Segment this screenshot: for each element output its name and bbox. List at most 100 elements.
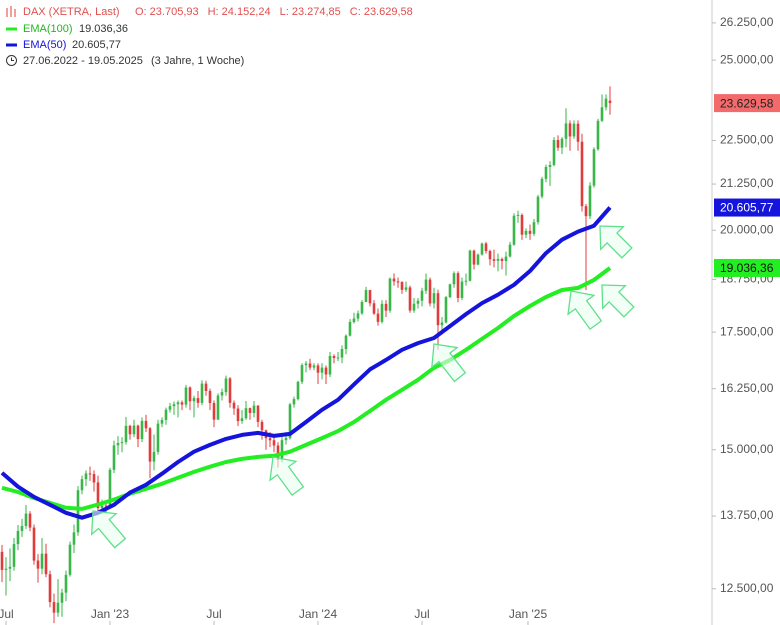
- y-tick-label: 15.000,00: [720, 442, 774, 456]
- candle-body: [48, 574, 52, 603]
- candle-body: [56, 602, 60, 613]
- x-tick-label: Jul: [0, 607, 14, 621]
- arrow: [567, 290, 603, 331]
- candle-body: [356, 313, 360, 319]
- candle-body: [20, 525, 24, 531]
- candle-body: [448, 284, 452, 298]
- x-tick-label: Jan '23: [91, 607, 130, 621]
- candle-body: [392, 278, 396, 282]
- y-tick-label: 16.250,00: [720, 381, 774, 395]
- candle-body: [600, 107, 604, 121]
- candle-body: [592, 149, 596, 186]
- price-badge-label: 20.605,77: [720, 201, 774, 215]
- candle-body: [584, 206, 588, 217]
- candle-body: [260, 421, 264, 431]
- candle-body: [204, 383, 208, 391]
- candle-body: [608, 100, 612, 104]
- candle-body: [32, 527, 36, 561]
- price-badge-label: 19.036,36: [720, 261, 774, 275]
- arrow: [599, 225, 633, 259]
- y-tick-label: 12.500,00: [720, 581, 774, 595]
- candle-body: [292, 399, 296, 405]
- candle-body: [544, 166, 548, 179]
- candle-body: [4, 568, 8, 570]
- candle-body: [556, 139, 560, 148]
- candle-body: [128, 425, 132, 435]
- candle-body: [532, 222, 536, 234]
- candle-body: [564, 123, 568, 139]
- candle-body: [280, 440, 284, 461]
- candle-body: [36, 560, 40, 569]
- clock-icon: [6, 55, 17, 66]
- candle-body: [480, 243, 484, 255]
- candle-body: [12, 544, 16, 567]
- candle-body: [340, 349, 344, 358]
- candle-body: [72, 532, 76, 545]
- candle-body: [184, 387, 188, 405]
- candle-body: [468, 250, 472, 281]
- candle-body: [348, 321, 352, 336]
- candle-body: [368, 290, 372, 304]
- candle-body: [308, 363, 312, 368]
- candle-body: [132, 425, 136, 435]
- price-badge: [714, 94, 780, 113]
- candle-body: [572, 123, 576, 137]
- candle-body: [324, 367, 328, 375]
- candle-body: [472, 250, 476, 265]
- candle-body: [24, 513, 28, 526]
- candle-body: [144, 420, 148, 429]
- ema-line: [0, 206, 612, 520]
- candle-body: [64, 574, 68, 593]
- candle-body: [272, 440, 276, 446]
- candle-body: [428, 279, 432, 304]
- period: (3 Jahre, 1 Woche): [151, 55, 244, 67]
- legend-value: 19.036,36: [79, 23, 128, 35]
- candle-body: [376, 313, 380, 322]
- y-tick-label: 20.000,00: [720, 222, 774, 236]
- candle-body: [284, 437, 288, 441]
- ohlc-value: L: 23.274,85: [280, 6, 341, 18]
- candle-body: [488, 251, 492, 260]
- candle-body: [100, 505, 104, 509]
- legend: DAX (XETRA, Last) O: 23.705,93 H: 24.152,…: [6, 6, 413, 67]
- date-range: 27.06.2022 - 19.05.2025: [23, 55, 143, 67]
- candle-body: [108, 469, 112, 507]
- candle-body: [300, 365, 304, 382]
- candle-body: [476, 254, 480, 265]
- candle-body: [8, 566, 12, 569]
- candle-body: [236, 408, 240, 422]
- y-tick-label: 25.000,00: [720, 52, 774, 66]
- candle-body: [228, 378, 232, 403]
- candle-body: [316, 365, 320, 373]
- x-tick-label: Jul: [206, 607, 221, 621]
- annotation-arrows: [90, 225, 635, 549]
- candle-body: [500, 258, 504, 261]
- candle-body: [76, 490, 80, 533]
- candle-body: [560, 138, 564, 148]
- candle-body: [16, 530, 20, 545]
- price-badge: [714, 258, 780, 277]
- legend-label: EMA(50): [23, 39, 66, 51]
- candle-body: [464, 280, 468, 282]
- candle-body: [416, 300, 420, 304]
- arrow: [601, 284, 635, 318]
- candle-body: [568, 123, 572, 137]
- candle-body: [304, 363, 308, 366]
- arrow: [269, 456, 305, 497]
- candle-body: [296, 381, 300, 400]
- candle-body: [52, 602, 56, 613]
- candle-icon: [6, 6, 16, 17]
- candle-body: [492, 259, 496, 261]
- candle-body: [420, 290, 424, 301]
- candle-body: [164, 409, 168, 420]
- plot-area: [0, 86, 612, 624]
- candle-body: [244, 408, 248, 419]
- candle-body: [528, 230, 532, 234]
- candle-body: [116, 442, 120, 446]
- candle-body: [232, 402, 236, 409]
- candle-body: [580, 141, 584, 207]
- candle-body: [240, 418, 244, 422]
- legend-value: 20.605,77: [72, 39, 121, 51]
- candle-body: [384, 303, 388, 311]
- candle-body: [588, 185, 592, 217]
